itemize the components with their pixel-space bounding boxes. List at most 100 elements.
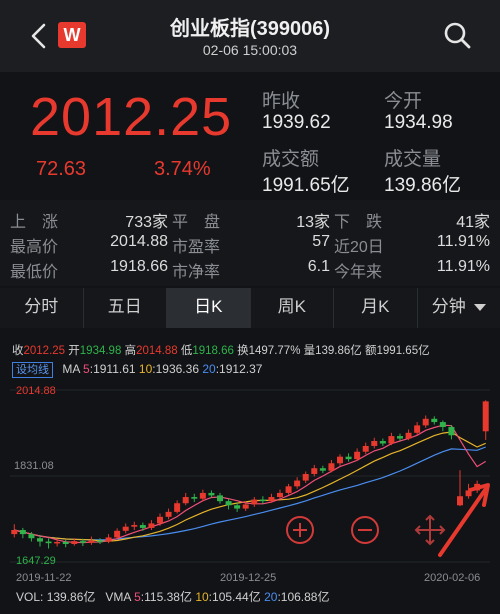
candle-body bbox=[45, 541, 52, 544]
stat-label: 今年来 bbox=[334, 264, 383, 281]
candle-body bbox=[482, 401, 489, 432]
turnover-label: 换 bbox=[237, 345, 249, 357]
candle-body bbox=[354, 451, 361, 460]
stat-value: 57 bbox=[312, 233, 330, 250]
search-icon[interactable] bbox=[442, 20, 472, 50]
pan-move-icon[interactable] bbox=[414, 514, 446, 546]
vol-value: 139.86亿 bbox=[46, 590, 96, 604]
candle-body bbox=[165, 511, 172, 517]
page-title: 创业板指(399006) bbox=[169, 18, 331, 40]
kline-chart-area[interactable]: 收2012.25 开1934.98 高2014.88 低1918.66 换149… bbox=[0, 330, 500, 614]
candle-body bbox=[114, 530, 121, 538]
candle-body bbox=[302, 473, 309, 481]
zoom-in-icon[interactable] bbox=[286, 516, 314, 544]
candle-body bbox=[379, 441, 386, 444]
tab-monthly-k[interactable]: 月K bbox=[334, 288, 418, 328]
candle-body bbox=[139, 525, 146, 528]
candle-body bbox=[148, 523, 155, 528]
candle-body bbox=[19, 529, 26, 535]
open-value: 1934.98 bbox=[79, 345, 122, 357]
candle-body bbox=[422, 418, 429, 426]
date-label-end: 2020-02-06 bbox=[424, 572, 481, 584]
stat-value: 6.1 bbox=[307, 258, 330, 275]
set-ma-button[interactable]: 设均线 bbox=[12, 362, 53, 378]
ma5-line bbox=[14, 424, 487, 544]
tab-five-day[interactable]: 五日 bbox=[84, 288, 167, 328]
candle-body bbox=[131, 525, 138, 527]
volume-value: 139.86亿 bbox=[384, 175, 462, 196]
axis-low-label: 1647.29 bbox=[16, 555, 56, 567]
volume-label: 量 bbox=[303, 345, 316, 357]
candle-body bbox=[191, 497, 198, 499]
candle-body bbox=[397, 436, 403, 439]
close-value: 2012.25 bbox=[23, 345, 66, 357]
annotation-arrow-shaft bbox=[438, 488, 487, 557]
vol-label: VOL bbox=[16, 590, 41, 604]
candle-body bbox=[319, 468, 326, 471]
candle-body bbox=[199, 492, 206, 499]
high-label: 高 bbox=[124, 345, 137, 357]
stat-value: 13家 bbox=[296, 214, 330, 231]
zoom-out-icon[interactable] bbox=[351, 516, 379, 544]
candle-body bbox=[225, 501, 232, 506]
prev-close-value: 1939.62 bbox=[262, 112, 331, 133]
vma5-label: 5 bbox=[134, 590, 141, 604]
tab-daily-k[interactable]: 日K bbox=[167, 288, 251, 328]
ma20-value: 1912.37 bbox=[219, 362, 263, 376]
tab-weekly-k[interactable]: 周K bbox=[251, 288, 334, 328]
ohlc-legend: 收2012.25 开1934.98 高2014.88 低1918.66 换149… bbox=[12, 342, 430, 358]
candle-body bbox=[28, 534, 35, 539]
volume-legend: VOL: 139.86亿 VMA 5:115.38亿 10:105.44亿 20… bbox=[16, 590, 330, 604]
stat-label: 最高价 bbox=[10, 239, 59, 256]
ma10-line bbox=[14, 431, 486, 542]
candle-body bbox=[208, 492, 215, 496]
candlestick-chart[interactable] bbox=[0, 330, 500, 614]
tab-minute[interactable]: 分钟 bbox=[418, 288, 500, 328]
ma20-label: 20 bbox=[202, 362, 216, 376]
candle-body bbox=[277, 492, 283, 498]
candle-body bbox=[259, 499, 266, 502]
candle-body bbox=[37, 538, 43, 542]
stat-label: 市盈率 bbox=[172, 239, 221, 256]
candle-body bbox=[105, 537, 112, 542]
turnover-value: 1497.77% bbox=[248, 345, 301, 357]
candle-body bbox=[294, 480, 301, 487]
candle-body bbox=[311, 468, 318, 474]
turnover-amount-value: 1991.65亿 bbox=[262, 175, 350, 196]
candle-body bbox=[157, 516, 163, 524]
candle-body bbox=[174, 503, 181, 512]
vma20-value: 106.88亿 bbox=[280, 590, 330, 604]
volume-label: 成交量 bbox=[384, 149, 442, 170]
market-stats-grid: 上 涨 733家 平 盘 13家 下 跌 41家 最高价 2014.88 市盈率… bbox=[0, 200, 500, 286]
back-arrow-icon[interactable] bbox=[26, 22, 52, 50]
ma-legend: 设均线 MA 5:1911.61 10:1936.36 20:1912.37 bbox=[12, 362, 262, 378]
ma20-line bbox=[14, 446, 486, 541]
candle-body bbox=[268, 497, 275, 502]
price-change: 72.63 bbox=[36, 158, 87, 180]
candle-body bbox=[11, 529, 18, 535]
candle-body bbox=[345, 456, 352, 460]
stat-value: 11.91% bbox=[436, 233, 490, 250]
open-value: 1934.98 bbox=[384, 112, 453, 133]
top-bar: W 创业板指(399006) 02-06 15:00:03 bbox=[0, 0, 500, 72]
stat-label: 下 跌 bbox=[334, 214, 383, 231]
candle-body bbox=[405, 432, 412, 439]
brand-logo-icon[interactable]: W bbox=[58, 22, 86, 48]
quote-panel: 2012.25 72.63 3.74% 昨收 1939.62 今开 1934.9… bbox=[0, 72, 500, 200]
stat-label: 平 盘 bbox=[172, 214, 221, 231]
current-price: 2012.25 bbox=[30, 87, 233, 147]
candle-body bbox=[285, 486, 292, 493]
vma-label: VMA bbox=[105, 590, 131, 604]
low-label: 低 bbox=[180, 345, 193, 357]
candle-body bbox=[217, 495, 223, 502]
ma5-label: 5 bbox=[83, 362, 90, 376]
vma5-value: 115.38亿 bbox=[144, 590, 192, 604]
candle-body bbox=[457, 496, 463, 506]
ma-label: MA bbox=[62, 362, 80, 376]
open-label: 今开 bbox=[384, 91, 423, 112]
candle-body bbox=[88, 540, 95, 543]
candle-body bbox=[62, 541, 69, 544]
amount-value: 1991.65亿 bbox=[376, 345, 430, 357]
tab-intraday[interactable]: 分时 bbox=[0, 288, 84, 328]
period-tabs: 分时 五日 日K 周K 月K 分钟 bbox=[0, 288, 500, 328]
